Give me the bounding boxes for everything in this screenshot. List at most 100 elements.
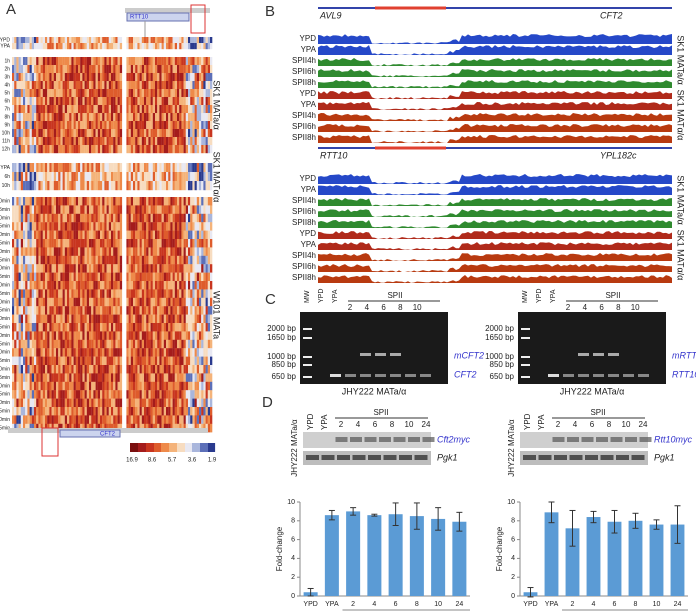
heatmap-cell: [14, 37, 16, 43]
heatmap-cell: [186, 298, 188, 307]
heatmap-cell: [78, 37, 80, 43]
heatmap-cell: [155, 43, 157, 49]
heatmap-cell: [14, 137, 16, 145]
heatmap-cell: [164, 323, 166, 332]
heatmap-cell: [146, 197, 148, 206]
heatmap-cell: [157, 57, 159, 65]
heatmap-cell: [210, 357, 212, 366]
heatmap-cell: [74, 323, 76, 332]
heatmap-cell: [186, 222, 188, 231]
heatmap-cell: [170, 357, 172, 366]
heatmap-cell: [115, 129, 117, 137]
heatmap-cell: [63, 222, 65, 231]
heatmap-cell: [74, 105, 76, 113]
bar: [389, 514, 403, 596]
heatmap-cell: [69, 373, 71, 382]
heatmap-cell: [142, 121, 144, 129]
heatmap-cell: [153, 89, 155, 97]
heatmap-cell: [208, 81, 210, 89]
lane-label: 8: [390, 420, 395, 429]
heatmap-cell: [78, 113, 80, 121]
heatmap-cell: [126, 306, 128, 315]
heatmap-cell: [140, 365, 142, 374]
heatmap-cell: [166, 222, 168, 231]
heatmap-cell: [188, 113, 190, 121]
heatmap-cell: [170, 197, 172, 206]
heatmap-cell: [179, 121, 181, 129]
heatmap-cell: [177, 129, 179, 137]
heatmap-cell: [23, 205, 25, 214]
heatmap-cell: [67, 37, 69, 43]
heatmap-cell: [129, 264, 131, 273]
heatmap-cell: [43, 89, 45, 97]
heatmap-cell: [201, 205, 203, 214]
heatmap-cell: [49, 214, 51, 223]
heatmap-cell: [199, 273, 201, 282]
heatmap-cell: [34, 390, 36, 399]
heatmap-cell: [52, 105, 54, 113]
heatmap-cell: [137, 306, 139, 315]
heatmap-cell: [30, 365, 32, 374]
heatmap-cell: [113, 340, 115, 349]
heatmap-cell: [47, 65, 49, 73]
heatmap-cell: [85, 247, 87, 256]
heatmap-cell: [102, 97, 104, 105]
track-label: SPII8h: [292, 133, 316, 142]
heatmap-cell: [144, 181, 146, 190]
band: [632, 455, 645, 460]
heatmap-cell: [16, 382, 18, 391]
row-label: 8h: [4, 114, 10, 120]
heatmap-cell: [137, 264, 139, 273]
heatmap-cell: [21, 373, 23, 382]
heatmap-cell: [168, 306, 170, 315]
heatmap-cell: [98, 222, 100, 231]
heatmap-cell: [56, 306, 58, 315]
heatmap-cell: [155, 137, 157, 145]
heatmap-cell: [96, 231, 98, 240]
heatmap-cell: [98, 399, 100, 408]
heatmap-cell: [111, 73, 113, 81]
heatmap-cell: [12, 373, 14, 382]
heatmap-cell: [89, 214, 91, 223]
heatmap-cell: [113, 145, 115, 153]
heatmap-cell: [164, 145, 166, 153]
heatmap-cell: [30, 163, 32, 172]
heatmap-cell: [129, 357, 131, 366]
heatmap-cell: [56, 37, 58, 43]
heatmap-cell: [131, 197, 133, 206]
heatmap-cell: [181, 256, 183, 265]
heatmap-cell: [192, 323, 194, 332]
heatmap-cell: [45, 348, 47, 357]
heatmap-cell: [63, 43, 65, 49]
heatmap-cell: [203, 373, 205, 382]
heatmap-cell: [135, 264, 137, 273]
heatmap-cell: [153, 281, 155, 290]
heatmap-cell: [179, 129, 181, 137]
heatmap-cell: [164, 81, 166, 89]
heatmap-cell: [137, 81, 139, 89]
heatmap-cell: [67, 247, 69, 256]
heatmap-cell: [177, 137, 179, 145]
heatmap-cell: [148, 331, 150, 340]
heatmap-cell: [186, 323, 188, 332]
lane-label: YPD: [536, 289, 543, 303]
heatmap-cell: [199, 390, 201, 399]
heatmap-cell: [142, 348, 144, 357]
heatmap-cell: [162, 97, 164, 105]
heatmap-cell: [98, 113, 100, 121]
heatmap-cell: [60, 89, 62, 97]
heatmap-cell: [80, 298, 82, 307]
heatmap-cell: [144, 365, 146, 374]
heatmap-cell: [85, 331, 87, 340]
heatmap-cell: [58, 382, 60, 391]
heatmap-cell: [210, 399, 212, 408]
heatmap-cell: [27, 172, 29, 181]
heatmap-cell: [82, 137, 84, 145]
heatmap-cell: [78, 129, 80, 137]
heatmap-cell: [102, 231, 104, 240]
heatmap-cell: [52, 222, 54, 231]
heatmap-cell: [21, 65, 23, 73]
heatmap-cell: [30, 399, 32, 408]
row-label: 4h: [4, 82, 10, 88]
heatmap-cell: [82, 357, 84, 366]
